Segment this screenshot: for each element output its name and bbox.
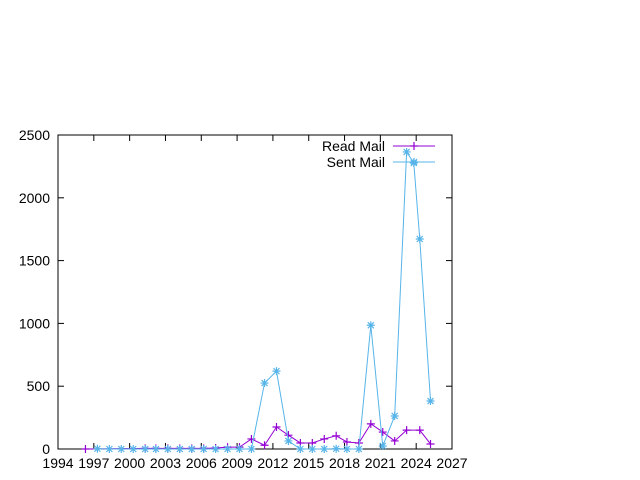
data-point [342,445,351,453]
x-tick-label: 2003 [150,455,181,471]
data-point [426,397,435,406]
y-tick-label: 500 [27,378,51,394]
data-point [390,411,399,420]
data-point [105,445,114,453]
data-point [354,445,363,453]
x-tick-label: 2006 [186,455,217,471]
x-tick-label: 2000 [114,455,145,471]
x-tick-label: 2021 [365,455,396,471]
data-point [235,445,244,453]
data-point [187,445,196,453]
data-point [415,234,424,243]
x-tick-label: 2009 [222,455,253,471]
data-point [390,436,399,445]
legend-marker [410,158,418,166]
data-point [247,434,256,443]
data-point [296,445,305,453]
y-tick-label: 2500 [19,127,50,143]
plot-border [57,134,453,450]
data-point [272,367,281,376]
data-point [378,441,387,450]
x-tick-label: 2027 [436,455,467,471]
data-point [378,428,387,437]
x-tick-label: 2015 [293,455,324,471]
data-point [199,445,208,453]
data-point [129,445,138,453]
data-point [260,441,269,450]
x-tick-label: 1997 [78,455,109,471]
x-tick-label: 2024 [401,455,432,471]
data-point [426,439,435,448]
legend-label: Sent Mail [327,154,385,170]
data-point [151,445,160,453]
y-tick-label: 2000 [19,190,50,206]
data-point [81,445,90,453]
series-sent-mail [93,147,435,453]
y-tick-label: 0 [42,441,50,457]
axes: 0 500 1000 1500 2000 2500 1994 1997 2000 2003 2006… [19,127,468,471]
data-point [402,426,411,435]
data-point [284,436,293,445]
data-point [211,445,220,453]
y-tick-label: 1000 [19,315,50,331]
data-point [93,444,102,453]
data-point [415,426,424,435]
series-layer [81,147,435,453]
data-point [320,434,329,443]
x-tick-label: 2012 [257,455,288,471]
data-point [308,445,317,453]
data-point [247,445,256,453]
data-point [223,445,232,453]
data-point [332,444,341,453]
data-point [117,445,126,453]
data-point [163,445,172,453]
data-point [366,321,375,330]
data-point [272,423,281,432]
series-line [85,423,431,450]
x-tick-label: 2018 [329,455,360,471]
data-point [332,431,341,440]
legend-marker [410,142,418,150]
series-line [97,150,432,450]
data-point [366,419,375,428]
data-point [320,445,329,453]
data-point [342,437,351,446]
y-tick-label: 1500 [19,253,50,269]
x-tick-label: 1994 [42,455,73,471]
data-point [141,445,150,453]
data-point [260,379,269,388]
legend-label: Read Mail [322,138,385,154]
data-point [402,147,411,156]
data-point [175,445,184,453]
